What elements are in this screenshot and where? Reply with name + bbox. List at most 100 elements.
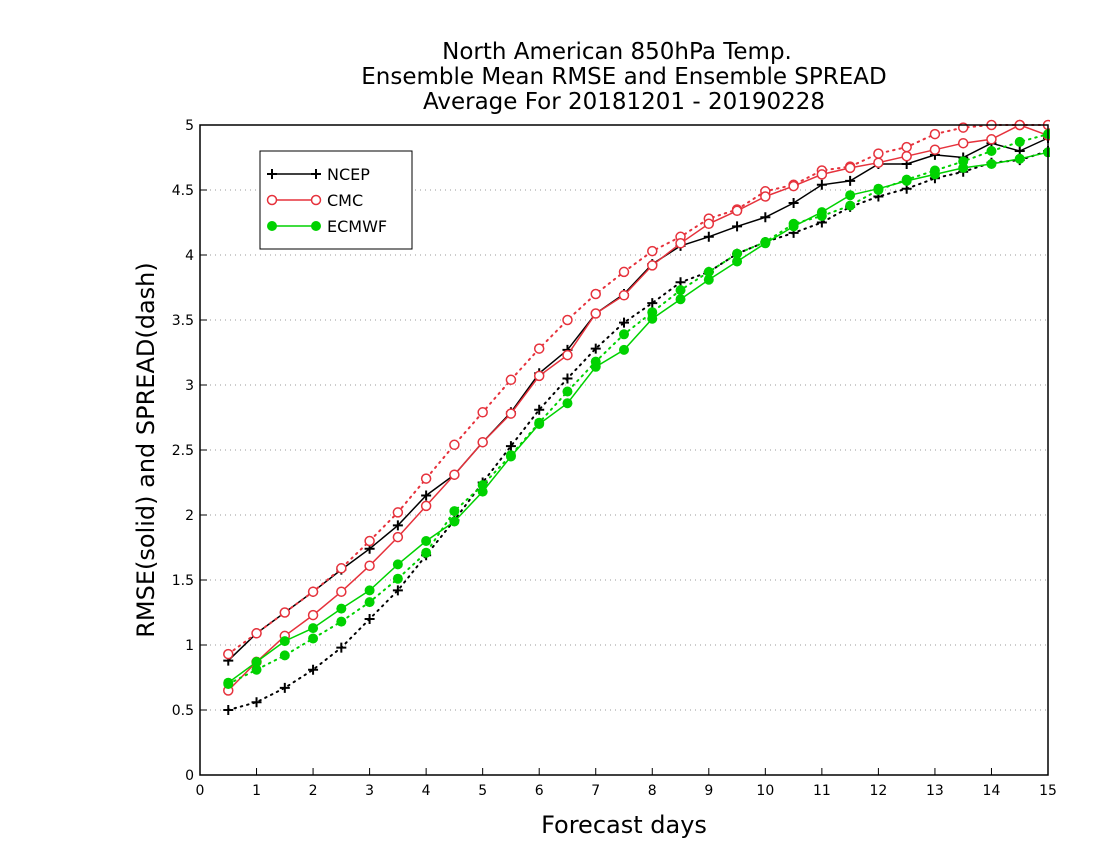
cmc-spread-point [279,607,291,618]
ncep-spread-point [251,697,262,708]
ecmwf-spread-point [986,146,997,156]
ecmwf-spread-point [845,200,856,211]
cmc-rmse-point [449,469,460,480]
y-tick-label: 4.5 [172,183,194,199]
y-tick-label: 3 [185,378,194,394]
ecmwf-spread-point [619,329,629,340]
ncep-rmse-point [845,175,856,186]
cmc-rmse-point [562,349,573,361]
ncep-spread-point [562,373,573,384]
ncep-spread-point [647,298,658,309]
y-tick-label: 0 [185,768,194,784]
ecmwf-rmse-point [1014,153,1025,164]
ecmwf-spread-point [562,386,573,397]
cmc-spread-point [562,314,573,326]
ecmwf-rmse-point [251,656,262,667]
ecmwf-rmse-point [958,162,969,173]
cmc-rmse-point [844,162,856,174]
cmc-spread-point [477,407,488,418]
cmc-rmse-point [618,290,630,301]
cmc-rmse-point [873,157,884,168]
x-tick-label: 14 [983,783,1001,799]
x-axis-ticks: 0 1 2 3 4 5 6 7 8 9 10 11 12 13 14 15 [196,768,1057,799]
legend-marker-ecmwf [311,221,321,231]
cmc-spread-point [420,473,432,484]
legend-label-ncep: NCEP [327,165,370,184]
ecmwf-spread-point [251,664,262,675]
ncep-spread-point [223,705,234,715]
ncep-rmse-point [816,179,827,190]
cmc-spread-point [505,374,517,386]
x-tick-label: 15 [1039,783,1057,799]
y-tick-label: 1.5 [172,573,194,589]
ncep-spread-point [364,614,375,624]
ecmwf-rmse-point [364,585,375,596]
ecmwf-spread-point [336,616,347,627]
title-line-3: Average For 20181201 - 20190228 [423,89,825,115]
y-tick-label: 0.5 [172,703,194,719]
x-tick-label: 9 [704,783,713,799]
cmc-spread-point [618,266,630,278]
x-axis-label: Forecast days [541,811,707,839]
cmc-spread-point [364,535,375,547]
cmc-rmse-series [223,119,1050,696]
ncep-spread-point [392,585,403,596]
ecmwf-rmse-point [816,207,827,218]
cmc-rmse-point [336,586,347,597]
y-axis-ticks: 0 0.5 1 1.5 2 2.5 3 3.5 4 4.5 5 [172,118,207,784]
ecmwf-spread-point [279,650,290,661]
x-tick-label: 12 [869,783,887,799]
y-tick-label: 2.5 [172,443,194,459]
legend-marker-ncep [311,169,321,179]
legend: NCEP CMC ECMWF [259,150,413,250]
ecmwf-rmse-point [732,256,743,267]
ecmwf-rmse-point [788,221,799,232]
ncep-rmse-point [392,520,403,531]
ecmwf-rmse-point [534,419,545,429]
cmc-rmse-point [675,238,686,249]
ncep-rmse-point [421,490,432,501]
title-line-1: North American 850hPa Temp. [442,39,792,65]
ecmwf-rmse-point [760,238,771,249]
cmc-rmse-point [816,169,828,180]
cmc-rmse-point [533,370,545,382]
cmc-rmse-point [929,144,941,155]
x-tick-label: 7 [591,783,600,799]
ecmwf-rmse-point [449,516,460,527]
ecmwf-spread-point [364,597,375,608]
x-tick-label: 8 [648,783,657,799]
cmc-rmse-point [590,308,601,319]
cmc-rmse-point [760,191,771,202]
ecmwf-spread-point [732,248,743,259]
ncep-spread-point [336,642,347,653]
cmc-rmse-point [477,436,488,448]
ecmwf-rmse-point [929,169,940,180]
y-tick-label: 3.5 [172,313,194,329]
cmc-spread-point [901,141,912,153]
ecmwf-rmse-point [477,486,488,497]
ecmwf-rmse-point [505,451,516,462]
series-layer [223,119,1050,715]
ecmwf-rmse-point [562,398,573,409]
ecmwf-rmse-point [901,175,912,186]
title-line-2: Ensemble Mean RMSE and Ensemble SPREAD [361,64,886,90]
legend-marker-ecmwf [267,221,277,231]
cmc-spread-point [873,148,884,159]
x-tick-label: 13 [926,783,944,799]
y-tick-label: 2 [185,508,194,524]
ncep-spread-point [308,664,319,675]
legend-marker-cmc [310,194,322,206]
cmc-rmse-point [364,560,375,571]
ecmwf-rmse-point [986,159,997,169]
ncep-spread-point [619,317,629,328]
chart-title: North American 850hPa Temp. Ensemble Mea… [361,39,886,115]
cmc-spread-point [392,507,404,518]
cmc-rmse-point [731,205,743,217]
y-axis-label: RMSE(solid) and SPREAD(dash) [132,262,160,638]
x-tick-label: 4 [422,783,431,799]
ecmwf-rmse-point [336,603,347,614]
ecmwf-rmse-point [703,274,714,285]
cmc-spread-point [251,628,262,639]
ecmwf-spread-point [308,633,319,644]
cmc-rmse-point [703,218,715,230]
